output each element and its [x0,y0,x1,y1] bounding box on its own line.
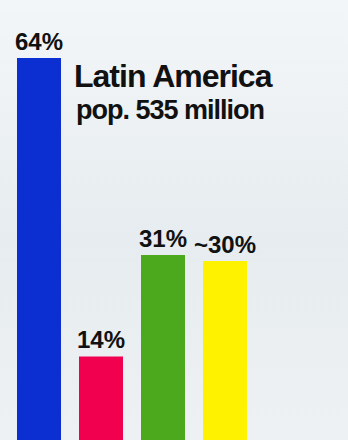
svg-text:64%: 64% [15,28,63,55]
svg-text:14%: 14% [77,326,125,353]
html-text:pop. 535 million: pop. 535 million [76,94,264,125]
svg-text:31%: 31% [139,225,187,252]
svg-text:~30%: ~30% [194,231,256,258]
html-text:Latin America: Latin America [74,58,272,94]
